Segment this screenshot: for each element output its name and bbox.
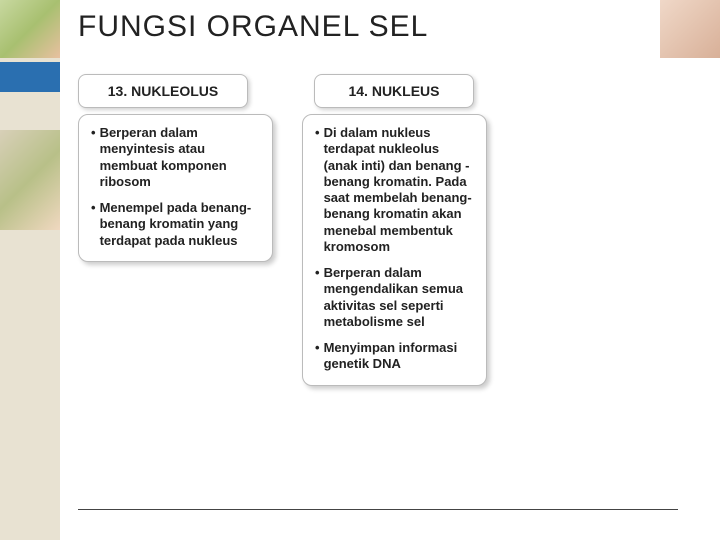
list-item: • Menempel pada benang-benang kromatin y…	[91, 200, 260, 249]
bullet-icon: •	[91, 200, 96, 249]
footer-divider	[78, 509, 678, 510]
decorative-photo-mid-left	[0, 130, 60, 230]
bullet-text: Berperan dalam mengendalikan semua aktiv…	[324, 265, 474, 330]
decorative-photo-top-left	[0, 0, 60, 58]
column-header-nukleus: 14. NUKLEUS	[314, 74, 474, 108]
content-area: 13. NUKLEOLUS • Berperan dalam menyintes…	[78, 74, 698, 386]
decorative-photo-top-right	[660, 0, 720, 58]
column-nukleolus: 13. NUKLEOLUS • Berperan dalam menyintes…	[78, 74, 278, 386]
bullet-text: Menyimpan informasi genetik DNA	[324, 340, 474, 373]
column-nukleus: 14. NUKLEUS • Di dalam nukleus terdapat …	[302, 74, 492, 386]
column-body-nukleolus: • Berperan dalam menyintesis atau membua…	[78, 114, 273, 262]
bullet-text: Berperan dalam menyintesis atau membuat …	[100, 125, 260, 190]
list-item: • Berperan dalam mengendalikan semua akt…	[315, 265, 474, 330]
bullet-icon: •	[315, 125, 320, 255]
bullet-icon: •	[315, 265, 320, 330]
bullet-text: Di dalam nukleus terdapat nukleolus (ana…	[324, 125, 474, 255]
list-item: • Menyimpan informasi genetik DNA	[315, 340, 474, 373]
bullet-icon: •	[91, 125, 96, 190]
list-item: • Di dalam nukleus terdapat nukleolus (a…	[315, 125, 474, 255]
bullet-text: Menempel pada benang-benang kromatin yan…	[100, 200, 260, 249]
blue-accent-bar	[0, 62, 60, 92]
bullet-icon: •	[315, 340, 320, 373]
list-item: • Berperan dalam menyintesis atau membua…	[91, 125, 260, 190]
column-body-nukleus: • Di dalam nukleus terdapat nukleolus (a…	[302, 114, 487, 386]
page-title: FUNGSI ORGANEL SEL	[78, 10, 428, 44]
column-header-nukleolus: 13. NUKLEOLUS	[78, 74, 248, 108]
